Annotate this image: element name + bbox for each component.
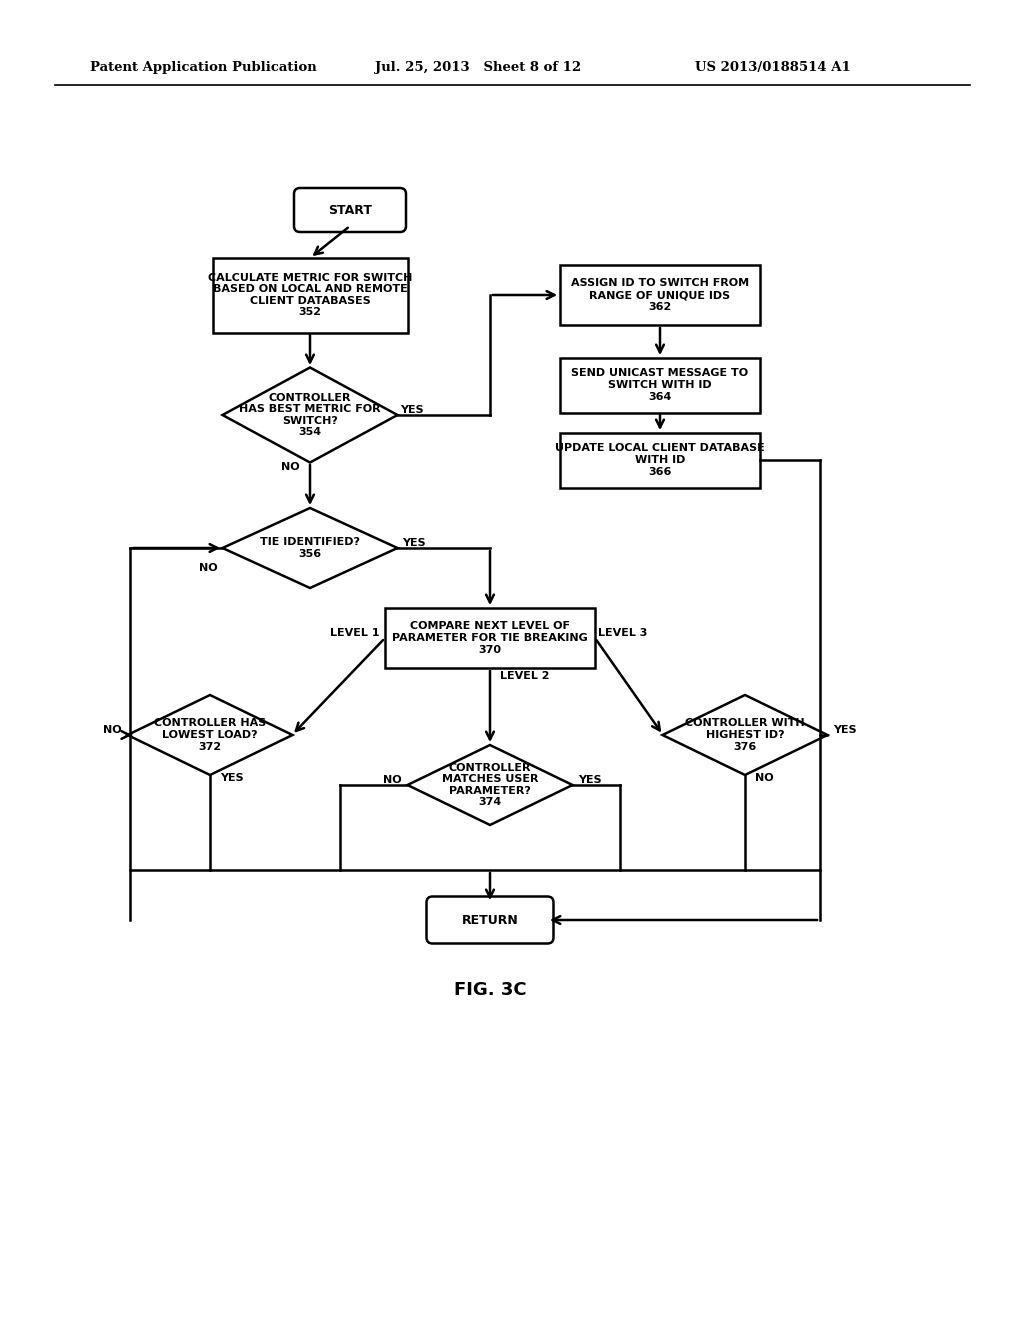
Text: CONTROLLER
MATCHES USER
PARAMETER?
374: CONTROLLER MATCHES USER PARAMETER? 374 <box>441 763 539 808</box>
Text: NO: NO <box>383 775 402 785</box>
Polygon shape <box>222 367 397 462</box>
Text: NO: NO <box>282 462 300 473</box>
FancyBboxPatch shape <box>560 433 760 487</box>
FancyBboxPatch shape <box>213 257 408 333</box>
FancyBboxPatch shape <box>427 896 554 944</box>
Text: Patent Application Publication: Patent Application Publication <box>90 62 316 74</box>
Text: NO: NO <box>200 564 218 573</box>
FancyBboxPatch shape <box>560 265 760 325</box>
Text: CONTROLLER HAS
LOWEST LOAD?
372: CONTROLLER HAS LOWEST LOAD? 372 <box>154 718 266 751</box>
FancyBboxPatch shape <box>294 187 406 232</box>
Text: YES: YES <box>833 725 857 735</box>
Text: COMPARE NEXT LEVEL OF
PARAMETER FOR TIE BREAKING
370: COMPARE NEXT LEVEL OF PARAMETER FOR TIE … <box>392 622 588 655</box>
Polygon shape <box>128 696 293 775</box>
Text: YES: YES <box>400 405 424 414</box>
Text: ASSIGN ID TO SWITCH FROM
RANGE OF UNIQUE IDS
362: ASSIGN ID TO SWITCH FROM RANGE OF UNIQUE… <box>571 279 750 312</box>
Text: TIE IDENTIFIED?
356: TIE IDENTIFIED? 356 <box>260 537 360 558</box>
Polygon shape <box>663 696 827 775</box>
FancyBboxPatch shape <box>385 609 595 668</box>
Text: RETURN: RETURN <box>462 913 518 927</box>
Text: YES: YES <box>220 774 244 783</box>
Text: Jul. 25, 2013   Sheet 8 of 12: Jul. 25, 2013 Sheet 8 of 12 <box>375 62 582 74</box>
Text: LEVEL 1: LEVEL 1 <box>331 628 380 638</box>
Text: CALCULATE METRIC FOR SWITCH
BASED ON LOCAL AND REMOTE
CLIENT DATABASES
352: CALCULATE METRIC FOR SWITCH BASED ON LOC… <box>208 273 413 317</box>
Text: US 2013/0188514 A1: US 2013/0188514 A1 <box>695 62 851 74</box>
Text: START: START <box>328 203 372 216</box>
Text: LEVEL 2: LEVEL 2 <box>500 671 550 681</box>
Text: SEND UNICAST MESSAGE TO
SWITCH WITH ID
364: SEND UNICAST MESSAGE TO SWITCH WITH ID 3… <box>571 368 749 401</box>
Text: YES: YES <box>402 539 426 548</box>
Text: FIG. 3C: FIG. 3C <box>454 981 526 999</box>
Text: YES: YES <box>578 775 602 785</box>
Text: UPDATE LOCAL CLIENT DATABASE
WITH ID
366: UPDATE LOCAL CLIENT DATABASE WITH ID 366 <box>555 444 765 477</box>
Polygon shape <box>408 744 572 825</box>
Text: CONTROLLER
HAS BEST METRIC FOR
SWITCH?
354: CONTROLLER HAS BEST METRIC FOR SWITCH? 3… <box>240 392 381 437</box>
FancyBboxPatch shape <box>560 358 760 412</box>
Polygon shape <box>222 508 397 587</box>
Text: CONTROLLER WITH
HIGHEST ID?
376: CONTROLLER WITH HIGHEST ID? 376 <box>685 718 805 751</box>
Text: LEVEL 3: LEVEL 3 <box>598 628 647 638</box>
Text: NO: NO <box>103 725 122 735</box>
Text: NO: NO <box>755 774 773 783</box>
